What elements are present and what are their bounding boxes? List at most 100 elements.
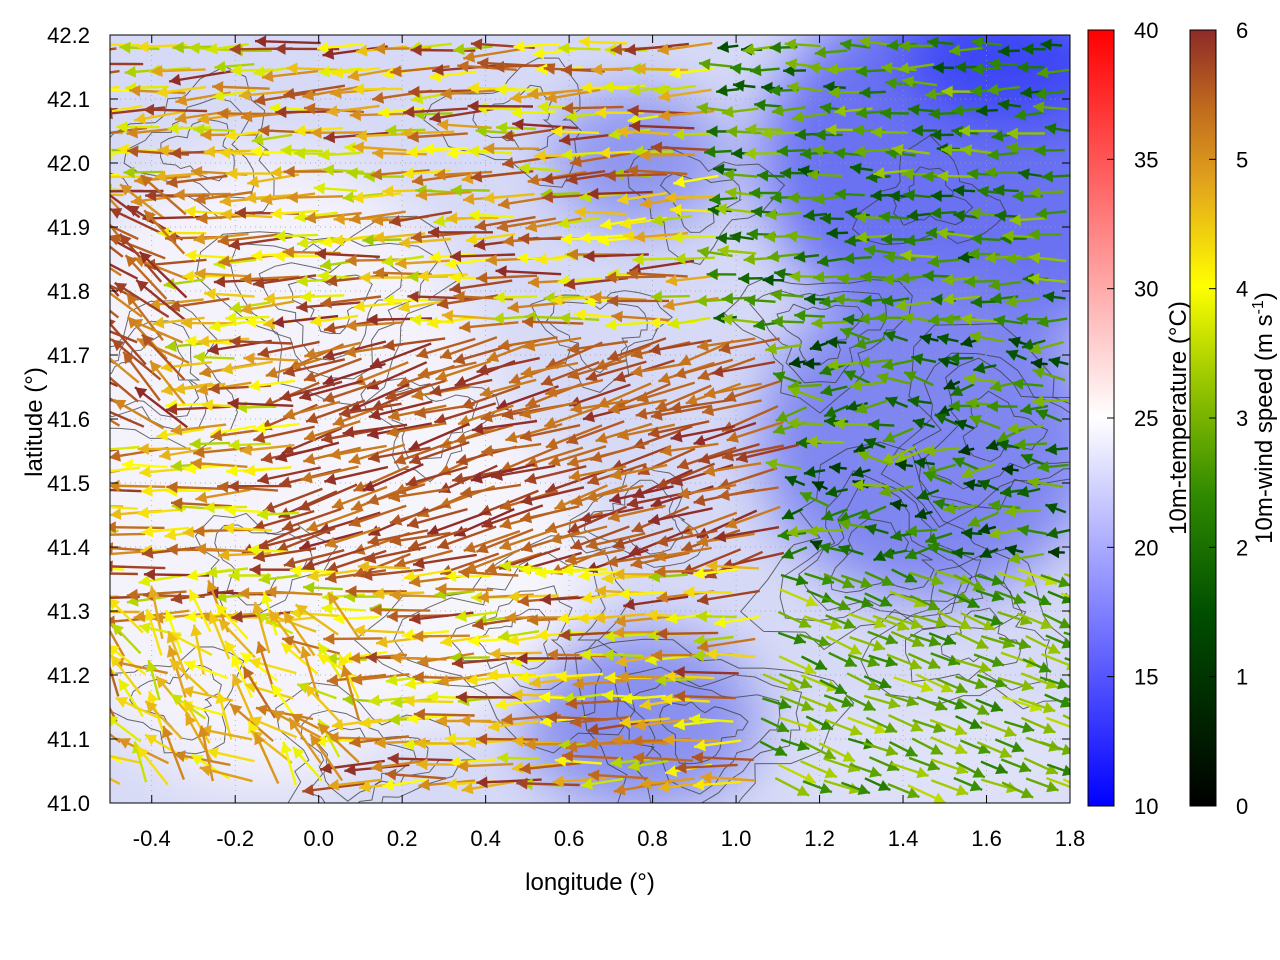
wind-vector-head — [959, 124, 970, 137]
wind-vector-head — [745, 123, 757, 136]
wind-vector-head — [304, 430, 317, 442]
wind-vector-head — [170, 694, 184, 706]
wind-vector-head — [535, 566, 547, 579]
x-tick-label: 1.4 — [888, 826, 919, 851]
wind-vector-head — [674, 252, 686, 265]
wind-vector-head — [860, 576, 873, 589]
wind-vector-head — [949, 44, 961, 57]
x-tick-label: 0.6 — [554, 826, 585, 851]
wind-vector-head — [754, 99, 766, 112]
wind-vector-head — [404, 677, 417, 690]
wind-vector-head — [467, 145, 480, 158]
wind-vector-head — [226, 464, 238, 477]
wind-vector-head — [265, 366, 279, 379]
wind-vector-head — [670, 430, 683, 443]
wind-vector-head — [909, 658, 922, 670]
wind-vector-head — [706, 268, 718, 281]
wind-vector-head — [794, 128, 807, 141]
wind-vector-head — [1020, 787, 1034, 799]
wind-vector-head — [290, 713, 303, 725]
wind-vector-head — [141, 546, 154, 559]
wind-vector-head — [673, 718, 686, 731]
wind-vector-head — [963, 479, 976, 491]
wind-vector-head — [958, 251, 970, 264]
wind-vector-head — [481, 517, 494, 529]
wind-vector-head — [855, 65, 868, 78]
wind-vector-head — [583, 250, 595, 263]
wind-vector-head — [184, 205, 196, 218]
wind-vector-head — [993, 184, 1005, 197]
wind-vector-head — [1013, 593, 1026, 605]
wind-vector-head — [1016, 313, 1028, 325]
wind-vector-head — [1057, 677, 1070, 690]
wind-vector-head — [145, 701, 158, 714]
wind-vector-head — [476, 542, 489, 554]
wind-vector-head — [574, 206, 586, 218]
wind-vector-head — [674, 367, 687, 379]
wind-vector-head — [1006, 127, 1018, 140]
wind-vector-head — [459, 320, 471, 333]
wind-vector-head — [858, 312, 870, 325]
wind-vector-head — [527, 87, 539, 100]
wind-vector-head — [499, 499, 513, 511]
wind-colorbar-label-main: 10m-wind speed (m s — [1251, 314, 1278, 543]
wind-vector-head — [559, 133, 571, 146]
wind-vector-head — [933, 792, 946, 803]
wind-vector-head — [931, 293, 943, 306]
wind-vector-head — [996, 431, 1010, 443]
wind-vector-head — [1048, 546, 1060, 559]
wind-vector-head — [331, 66, 344, 79]
wind-vector-head — [927, 759, 940, 771]
wind-vector-head — [585, 370, 598, 382]
wind-vector-head — [580, 591, 593, 604]
wind-vector-head — [930, 574, 944, 586]
wind-vector-head — [729, 231, 742, 243]
y-tick-label: 42.0 — [47, 151, 90, 176]
wind-vector-head — [987, 83, 999, 96]
wind-vector-head — [890, 529, 903, 542]
wind-vector-head — [1058, 576, 1070, 588]
wind-vector-head — [139, 251, 152, 264]
wind-vector-head — [224, 504, 236, 517]
wind-vector-shaft — [110, 706, 118, 723]
wind-vector-head — [814, 128, 826, 141]
wind-vector-head — [762, 274, 774, 287]
wind-vector-head — [886, 760, 900, 772]
wind-vector-head — [984, 166, 996, 179]
wind-vector-head — [986, 439, 999, 451]
wind-vector-head — [654, 84, 666, 96]
temperature-colorbar-tick-label: 40 — [1134, 18, 1158, 43]
wind-vector-head — [300, 471, 313, 484]
wind-vector-head — [991, 574, 1004, 586]
wind-vector-head — [212, 89, 225, 102]
wind-vector-head — [559, 312, 571, 325]
wind-vector-head — [630, 557, 643, 569]
wind-vector-head — [930, 743, 943, 755]
wind-vector-head — [536, 629, 548, 641]
wind-vector-head — [691, 751, 703, 764]
wind-vector-head — [251, 133, 264, 146]
x-tick-label: -0.4 — [133, 826, 171, 851]
wind-vector-head — [217, 481, 229, 494]
y-tick-label: 41.3 — [47, 599, 90, 624]
wind-vector-head — [429, 111, 442, 124]
wind-vector-head — [617, 428, 630, 441]
wind-vector-head — [577, 612, 589, 625]
wind-vector-head — [217, 234, 230, 247]
wind-vector-head — [495, 265, 507, 278]
wind-vector-head — [368, 451, 381, 463]
wind-vector-shaft — [110, 47, 117, 51]
wind-vector-head — [1032, 367, 1045, 379]
wind-vector-head — [144, 734, 158, 746]
wind-vector-head — [670, 204, 682, 216]
wind-vector-head — [793, 633, 806, 645]
wind-vector-head — [493, 60, 505, 73]
wind-vector-head — [969, 414, 982, 427]
wind-vector-head — [634, 719, 646, 731]
wind-vector-head — [240, 110, 253, 123]
wind-vector-head — [772, 104, 784, 117]
wind-vector-head — [580, 81, 592, 94]
wind-vector-head — [855, 402, 868, 414]
wind-vector-head — [932, 61, 944, 74]
wind-vector-head — [166, 645, 179, 658]
